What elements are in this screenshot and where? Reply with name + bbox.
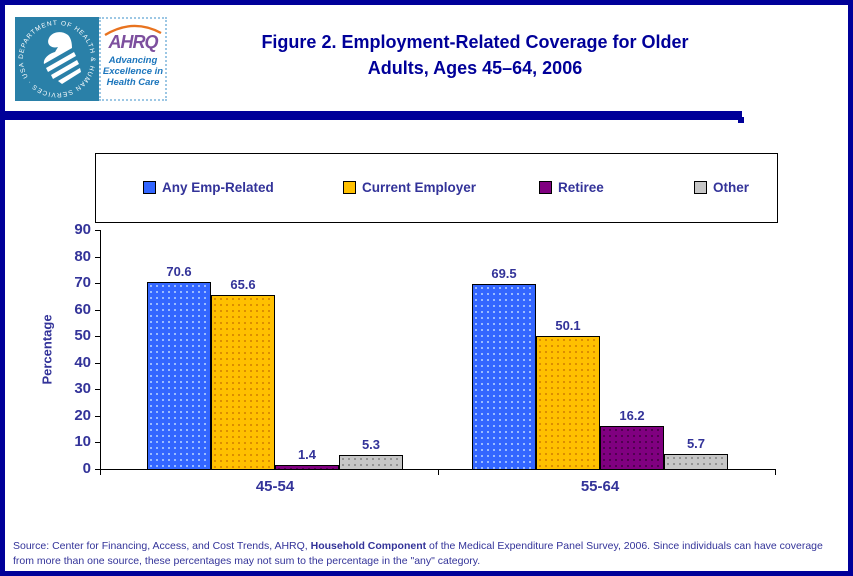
legend-item: Current Employer [343, 180, 476, 195]
figure-title-line2: Adults, Ages 45–64, 2006 [367, 58, 583, 78]
figure-title-line1: Figure 2. Employment-Related Coverage fo… [261, 32, 689, 52]
bar [536, 336, 600, 470]
y-tick-label: 50 [74, 327, 91, 345]
bar [664, 454, 728, 470]
y-axis-title: Percentage [39, 314, 55, 385]
legend-swatch-icon [343, 181, 356, 194]
y-tick-mark [95, 336, 100, 338]
legend-swatch-icon [539, 181, 552, 194]
y-tick-label: 80 [74, 247, 91, 265]
bar-value-label: 69.5 [491, 266, 517, 281]
header-divider-shadow [738, 117, 744, 123]
y-tick-mark [95, 256, 100, 258]
y-tick-mark [95, 469, 100, 470]
agency-logo: DEPARTMENT OF HEALTH & HUMAN SERVICES · … [15, 17, 167, 101]
y-tick-label: 40 [74, 353, 91, 371]
y-tick-label: 0 [82, 460, 91, 477]
y-tick-mark [95, 442, 100, 444]
x-category-label: 45-54 [255, 478, 295, 495]
y-tick-mark [95, 389, 100, 391]
bar-value-label: 5.3 [361, 437, 381, 452]
bar [275, 465, 339, 470]
bar-value-label: 16.2 [619, 408, 645, 423]
ahrq-acronym: AHRQ [108, 32, 159, 52]
figure-title: Figure 2. Employment-Related Coverage fo… [185, 29, 765, 81]
hhs-seal-text: DEPARTMENT OF HEALTH & HUMAN SERVICES · … [18, 20, 95, 98]
bar-value-label: 70.6 [166, 264, 192, 279]
legend-label: Any Emp-Related [162, 180, 274, 195]
chart-legend: Any Emp-Related Current Employer Retiree Ot… [95, 153, 778, 223]
hhs-seal-icon: DEPARTMENT OF HEALTH & HUMAN SERVICES · … [15, 17, 99, 101]
y-tick-label: 20 [74, 406, 91, 424]
legend-label: Retiree [558, 180, 604, 195]
x-tick-mark [775, 469, 776, 475]
x-tick-mark [100, 469, 101, 475]
ahrq-arc-icon [104, 24, 162, 37]
ahrq-logo: AHRQ Advancing Excellence in Health Care [99, 17, 167, 101]
y-tick-label: 60 [74, 300, 91, 318]
y-tick-mark [95, 415, 100, 417]
source-note: Source: Center for Financing, Access, an… [13, 539, 835, 569]
bar [339, 455, 403, 470]
y-tick-mark [95, 362, 100, 364]
y-tick-mark [95, 309, 100, 311]
legend-swatch-icon [694, 181, 707, 194]
legend-item: Other [694, 180, 749, 195]
bar [211, 295, 275, 470]
y-tick-mark [95, 230, 100, 231]
hhs-eagle-icon [43, 32, 81, 84]
y-tick-label: 90 [74, 221, 91, 238]
legend-label: Current Employer [362, 180, 477, 195]
header-divider-rule [5, 111, 744, 123]
bar [472, 284, 536, 470]
x-tick-mark [438, 469, 439, 475]
bar-value-label: 50.1 [555, 318, 581, 333]
source-note-suffix: of the Medical Expenditure Panel Survey,… [13, 540, 823, 567]
y-tick-label: 10 [74, 433, 91, 451]
legend-swatch-icon [143, 181, 156, 194]
svg-text:DEPARTMENT OF HEALTH & HUMAN S: DEPARTMENT OF HEALTH & HUMAN SERVICES · … [18, 20, 96, 98]
y-tick-label: 30 [74, 380, 91, 398]
legend-item: Any Emp-Related [143, 180, 274, 195]
ahrq-tagline: Advancing Excellence in Health Care [102, 55, 164, 88]
y-axis-line [100, 230, 101, 470]
bar [147, 282, 211, 470]
source-note-bold: Household Component [310, 540, 427, 552]
y-tick-mark [95, 283, 100, 285]
bar-value-label: 5.7 [686, 436, 706, 451]
legend-label: Other [713, 180, 750, 195]
x-category-label: 55-64 [580, 478, 620, 495]
bar-value-label: 1.4 [297, 447, 317, 462]
y-tick-label: 70 [74, 274, 91, 292]
bar-value-label: 65.6 [230, 277, 256, 292]
bar [600, 426, 664, 470]
legend-item: Retiree [539, 180, 604, 195]
source-note-prefix: Source: Center for Financing, Access, an… [13, 540, 311, 552]
